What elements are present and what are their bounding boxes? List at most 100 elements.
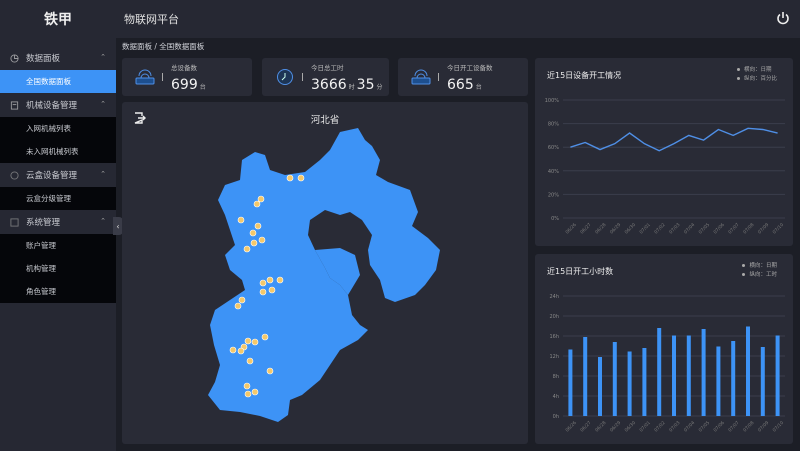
svg-text:06/28: 06/28 [594, 222, 608, 236]
stat-unit: 分 [376, 83, 383, 91]
device-icon [411, 69, 431, 85]
svg-text:80%: 80% [548, 122, 559, 128]
svg-text:06/30: 06/30 [624, 222, 638, 236]
group-label: 机械设备管理 [26, 101, 78, 111]
line-chart: 0% 20% 40% 60% 80% 100% 06/26 06/27 06/28 06/29 06… [545, 98, 786, 236]
svg-text:07/05: 07/05 [698, 420, 712, 434]
svg-text:07/09: 07/09 [757, 420, 771, 434]
sidebar-group-system[interactable]: 系统管理 ⌃ [0, 210, 116, 234]
exit-icon[interactable] [134, 112, 146, 124]
chart-legend: 横向：日期 纵向：百分比 [736, 66, 777, 84]
sidebar-item-cloudbox-levels[interactable]: 云盒分级管理 [0, 187, 116, 210]
chevron-up-icon: ⌃ [100, 217, 106, 225]
group-label: 数据面板 [26, 54, 61, 64]
svg-text:06/30: 06/30 [624, 420, 638, 434]
svg-text:07/05: 07/05 [698, 222, 712, 236]
cloud-box-icon [10, 170, 19, 180]
sidebar-group-cloudbox[interactable]: 云盒设备管理 ⌃ [0, 163, 116, 187]
svg-text:24h: 24h [549, 294, 559, 300]
sidebar-item-networked-machines[interactable]: 入网机械列表 [0, 117, 116, 140]
svg-text:07/01: 07/01 [638, 222, 652, 236]
stat-value: 3666 [311, 76, 347, 93]
chart-legend: 横向：日期 纵向：工时 [742, 262, 777, 280]
svg-text:06/29: 06/29 [609, 420, 623, 434]
chevron-up-icon: ⌃ [100, 53, 106, 61]
machine-icon [10, 100, 19, 110]
svg-text:07/08: 07/08 [742, 420, 756, 434]
map-title: 河北省 [310, 115, 340, 126]
sidebar-item-organizations[interactable]: 机构管理 [0, 257, 116, 280]
device-icon [135, 69, 155, 85]
clock-icon [277, 69, 293, 85]
stat-working-devices: 今日开工设备数 665 台 [398, 58, 528, 96]
sidebar-group-dashboard[interactable]: 数据面板 ⌃ [0, 46, 116, 70]
system-icon [10, 217, 19, 227]
stat-label: 总设备数 [171, 63, 197, 72]
sidebar-item-accounts[interactable]: 账户管理 [0, 234, 116, 257]
svg-text:07/10: 07/10 [772, 222, 786, 236]
svg-text:20h: 20h [549, 314, 559, 320]
svg-text:4h: 4h [553, 394, 559, 400]
stat-total-devices: 总设备数 699 台 [122, 58, 252, 96]
svg-text:8h: 8h [553, 374, 559, 380]
power-icon[interactable] [776, 11, 790, 25]
svg-text:0h: 0h [553, 414, 559, 420]
svg-text:07/02: 07/02 [653, 420, 667, 434]
sidebar-item-national-dashboard[interactable]: 全国数据面板 [0, 70, 116, 93]
svg-text:07/08: 07/08 [742, 222, 756, 236]
svg-text:07/04: 07/04 [683, 420, 697, 434]
svg-text:40%: 40% [548, 169, 559, 175]
group-label: 系统管理 [26, 218, 61, 228]
line-chart-panel: 近15日设备开工情况 横向：日期 纵向：百分比 0% 20% 40% 60% 80% 100… [535, 58, 793, 246]
svg-text:06/27: 06/27 [579, 222, 593, 236]
svg-text:06/26: 06/26 [564, 222, 578, 236]
svg-text:07/03: 07/03 [668, 420, 682, 434]
chevron-up-icon: ⌃ [100, 170, 106, 178]
svg-text:07/07: 07/07 [727, 222, 741, 236]
svg-text:07/07: 07/07 [727, 420, 741, 434]
stat-value: 699 [171, 76, 198, 93]
hebei-map[interactable] [200, 120, 450, 440]
svg-text:12h: 12h [549, 354, 559, 360]
stat-today-hours: 今日总工时 3666 时 35 分 [262, 58, 389, 96]
svg-text:06/27: 06/27 [579, 420, 593, 434]
top-bar: 铁甲 物联网平台 [0, 0, 800, 38]
chart-title: 近15日设备开工情况 [547, 71, 622, 80]
sidebar-group-machine[interactable]: 机械设备管理 ⌃ [0, 93, 116, 117]
svg-text:07/09: 07/09 [757, 222, 771, 236]
group-label: 云盒设备管理 [26, 171, 78, 181]
sidebar-item-unnetworked-machines[interactable]: 未入网机械列表 [0, 140, 116, 163]
svg-text:06/26: 06/26 [564, 420, 578, 434]
svg-text:07/06: 07/06 [712, 420, 726, 434]
svg-text:07/04: 07/04 [683, 222, 697, 236]
stat-unit: 台 [475, 83, 482, 91]
svg-text:100%: 100% [545, 98, 560, 104]
svg-text:60%: 60% [548, 145, 559, 151]
chevron-up-icon: ⌃ [100, 100, 106, 108]
svg-text:06/28: 06/28 [594, 420, 608, 434]
svg-text:06/29: 06/29 [609, 222, 623, 236]
stat-label: 今日总工时 [311, 63, 344, 72]
svg-text:20%: 20% [548, 192, 559, 198]
sidebar: 数据面板 ⌃ 全国数据面板 机械设备管理 ⌃ 入网机械列表 未入网机械列表 云盒… [0, 38, 116, 451]
app-title: 物联网平台 [124, 13, 179, 26]
sidebar-collapse-button[interactable]: ‹ [113, 217, 123, 235]
svg-text:07/02: 07/02 [653, 222, 667, 236]
chart-title: 近15日开工小时数 [547, 267, 614, 276]
dashboard-icon [10, 53, 19, 63]
svg-text:07/10: 07/10 [772, 420, 786, 434]
bar-chart: 0h 4h 8h 12h 16h 20h 24h 06/26 06/27 06/28 06/29 06… [549, 294, 786, 434]
svg-text:16h: 16h [549, 334, 559, 340]
stat-label: 今日开工设备数 [447, 63, 493, 72]
stat-unit: 时 [348, 83, 355, 91]
logo: 铁甲 [44, 12, 72, 28]
location-pins [229, 174, 305, 398]
stat-value: 665 [447, 76, 474, 93]
svg-text:0%: 0% [551, 216, 559, 222]
svg-text:07/01: 07/01 [638, 420, 652, 434]
bar-chart-panel: 近15日开工小时数 横向：日期 纵向：工时 0h 4h 8h 12h 16h 20h 24h 0… [535, 254, 793, 444]
map-panel: 河北省 [122, 102, 528, 444]
stat-value-minutes: 35 [356, 76, 375, 93]
svg-text:07/03: 07/03 [668, 222, 682, 236]
sidebar-item-roles[interactable]: 角色管理 [0, 280, 116, 303]
